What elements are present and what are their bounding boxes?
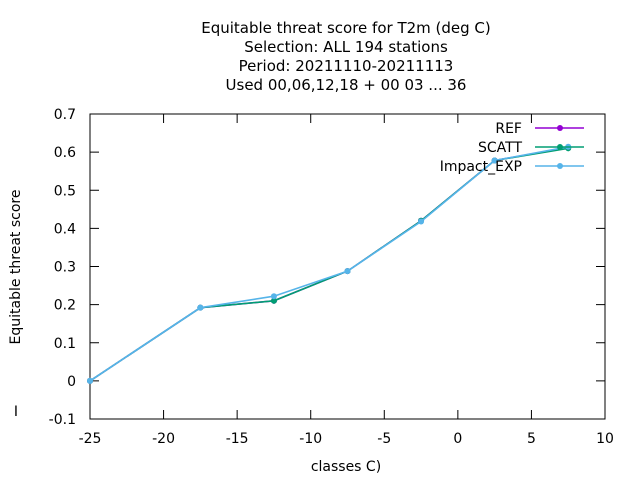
- x-tick-label: -15: [226, 431, 249, 447]
- x-tick-label: -25: [79, 431, 102, 447]
- data-point: [418, 218, 425, 225]
- legend-item: Impact_EXP: [440, 159, 584, 175]
- title-line-1: Equitable threat score for T2m (deg C): [201, 19, 491, 37]
- axis-ticks: -25 -20 -15 -10 -5 0 5 10 -0.1 0 0.1 0.2 0.3 0.4 0.5 0.…: [49, 107, 614, 447]
- y-tick-label: 0.4: [54, 221, 76, 237]
- legend-label: REF: [495, 121, 522, 137]
- title-line-2: Selection: ALL 194 stations: [244, 38, 448, 56]
- x-axis-label: classes C): [311, 459, 381, 475]
- series-ref: [87, 144, 572, 384]
- y-tick-label: 0.3: [54, 260, 76, 276]
- x-tick-label: -10: [299, 431, 322, 447]
- chart-title: Equitable threat score for T2m (deg C)Se…: [201, 19, 491, 94]
- data-point: [344, 268, 351, 275]
- legend-swatch-marker: [557, 125, 563, 131]
- series-line: [89, 146, 569, 382]
- title-line-4: Used 00,06,12,18 + 00 03 ... 36: [226, 76, 467, 94]
- series-line: [89, 146, 569, 382]
- data-point: [270, 297, 277, 304]
- side-annotation: I: [14, 404, 18, 420]
- y-tick-label: 0.5: [54, 183, 76, 199]
- y-axis-label: Equitable threat score: [8, 190, 24, 345]
- x-tick-label: 5: [527, 431, 536, 447]
- x-tick-label: -20: [152, 431, 175, 447]
- legend-swatch-marker: [557, 144, 563, 150]
- x-tick-label: 0: [453, 431, 462, 447]
- legend-label: Impact_EXP: [440, 159, 522, 175]
- y-tick-label: 0: [67, 374, 76, 390]
- x-tick-label: -5: [377, 431, 391, 447]
- y-tick-label: 0.2: [54, 298, 76, 314]
- legend: REF SCATT Impact_EXP: [440, 121, 584, 175]
- title-line-3: Period: 20211110-20211113: [239, 57, 454, 75]
- data-point: [87, 377, 93, 384]
- y-tick-label: 0.6: [54, 145, 76, 161]
- series-scatt: [87, 145, 572, 384]
- y-tick-label: 0.7: [54, 107, 76, 123]
- data-series: [87, 143, 572, 384]
- series-impact-exp: [87, 143, 572, 384]
- y-tick-label: -0.1: [49, 412, 76, 428]
- data-point: [491, 157, 498, 164]
- legend-item: SCATT: [478, 140, 584, 156]
- y-tick-label: 0.1: [54, 336, 76, 352]
- legend-swatch-marker: [557, 163, 563, 169]
- x-tick-label: 10: [596, 431, 614, 447]
- legend-item: REF: [495, 121, 584, 137]
- data-point: [270, 293, 277, 300]
- plot-frame: [89, 113, 606, 420]
- series-line: [89, 147, 569, 382]
- data-point: [197, 304, 204, 311]
- plot-border: [89, 113, 606, 420]
- legend-label: SCATT: [478, 140, 522, 156]
